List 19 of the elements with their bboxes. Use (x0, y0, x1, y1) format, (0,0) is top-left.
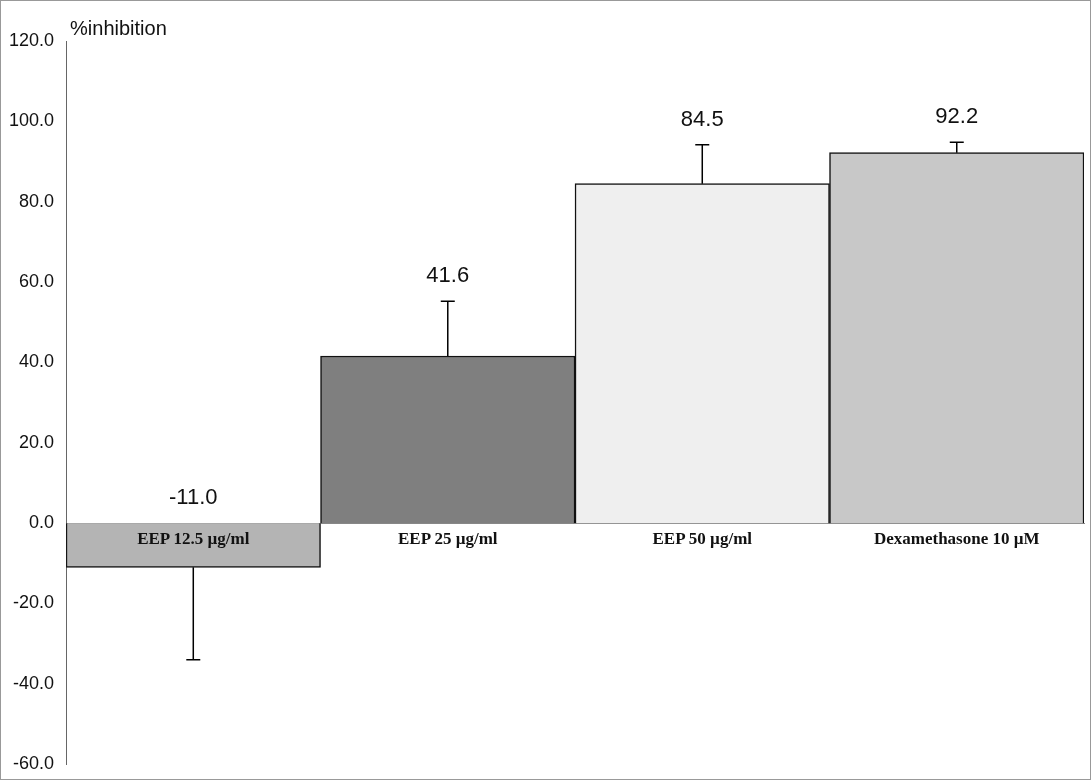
y-tick-label: 60.0 (19, 271, 55, 292)
x-tick-label: Dexamethasone 10 µM (873, 529, 1040, 549)
x-tick-label: EEP 25 µg/ml (398, 529, 498, 549)
data-label: 92.2 (935, 103, 979, 129)
data-label: 41.6 (426, 262, 470, 288)
x-tick-label: EEP 12.5 µg/ml (137, 529, 250, 549)
y-tick-label: -60.0 (13, 753, 55, 774)
y-tick-label: 80.0 (19, 190, 55, 211)
y-tick-label: 20.0 (19, 431, 55, 452)
y-tick-label: 0.0 (29, 512, 55, 533)
y-tick-label: 100.0 (9, 110, 55, 131)
data-label: 84.5 (680, 105, 724, 131)
y-tick-label: -40.0 (13, 672, 55, 693)
y-tick-label: 120.0 (9, 29, 55, 50)
x-tick-label: EEP 50 µg/ml (652, 529, 753, 549)
y-axis-title: %inhibition (70, 16, 167, 39)
data-label: -11.0 (169, 484, 218, 510)
y-tick-label: 40.0 (19, 351, 55, 372)
y-tick-label: -20.0 (13, 592, 55, 613)
